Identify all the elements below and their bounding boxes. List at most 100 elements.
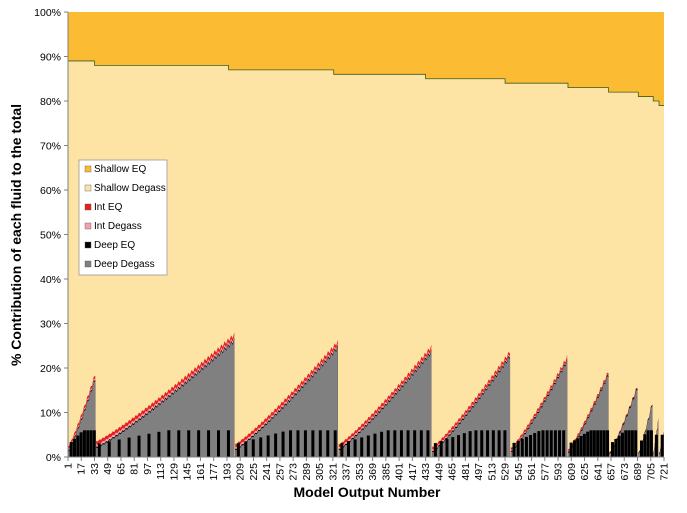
deep-eq-mark bbox=[346, 441, 350, 457]
deep-eq-mark bbox=[529, 435, 533, 457]
plot-area bbox=[67, 12, 664, 458]
deep-eq-mark bbox=[611, 442, 615, 457]
deep-eq-mark bbox=[520, 438, 524, 457]
deep-eq-mark bbox=[599, 430, 603, 457]
deep-eq-mark bbox=[660, 434, 664, 457]
deep-eq-mark bbox=[236, 443, 240, 457]
deep-eq-mark bbox=[393, 430, 397, 457]
x-tick-label: 337 bbox=[341, 463, 353, 481]
deep-eq-mark bbox=[439, 441, 443, 457]
deep-eq-mark bbox=[340, 443, 344, 457]
x-tick-label: 305 bbox=[314, 463, 326, 481]
deep-eq-mark bbox=[197, 430, 201, 457]
deep-eq-mark bbox=[380, 431, 384, 457]
y-axis-title: % Contribution of each fluid to the tota… bbox=[8, 104, 24, 366]
deep-eq-mark bbox=[462, 433, 466, 457]
deep-eq-mark bbox=[480, 430, 484, 457]
deep-eq-mark bbox=[576, 438, 580, 457]
deep-eq-mark bbox=[333, 430, 337, 457]
deep-eq-mark bbox=[614, 438, 618, 457]
x-tick-label: 385 bbox=[380, 463, 392, 481]
deep-eq-mark bbox=[373, 433, 377, 457]
deep-eq-mark bbox=[259, 437, 263, 457]
legend-entry: Shallow EQ bbox=[94, 164, 146, 175]
x-tick-label: 593 bbox=[553, 463, 565, 481]
x-tick-label: 369 bbox=[367, 463, 379, 481]
deep-eq-mark bbox=[562, 430, 566, 457]
deep-eq-mark bbox=[445, 439, 449, 457]
x-tick-label: 321 bbox=[327, 463, 339, 481]
x-tick-label: 401 bbox=[394, 463, 406, 481]
deep-eq-mark bbox=[512, 442, 516, 457]
deep-eq-mark bbox=[226, 430, 230, 457]
deep-eq-mark bbox=[516, 440, 520, 457]
deep-eq-mark bbox=[553, 430, 557, 457]
x-tick-label: 1 bbox=[63, 463, 75, 469]
deep-eq-mark bbox=[419, 430, 423, 457]
deep-eq-mark bbox=[426, 430, 430, 457]
x-tick-label: 129 bbox=[168, 463, 180, 481]
x-tick-label: 33 bbox=[89, 463, 101, 475]
deep-eq-mark bbox=[586, 431, 590, 457]
deep-eq-mark bbox=[127, 437, 131, 457]
x-tick-label: 273 bbox=[288, 463, 300, 481]
legend-swatch bbox=[84, 222, 92, 230]
x-tick-label: 657 bbox=[606, 463, 618, 481]
y-tick-label: 100% bbox=[34, 7, 61, 19]
deep-eq-mark bbox=[589, 430, 593, 457]
x-tick-label: 513 bbox=[486, 463, 498, 481]
deep-eq-mark bbox=[92, 430, 96, 457]
y-tick-label: 80% bbox=[40, 96, 61, 108]
deep-eq-mark bbox=[386, 430, 390, 457]
legend-box bbox=[78, 159, 168, 276]
deep-eq-mark bbox=[617, 435, 621, 457]
x-tick-label: 289 bbox=[301, 463, 313, 481]
x-tick-label: 113 bbox=[155, 463, 167, 480]
x-tick-label: 625 bbox=[579, 463, 591, 481]
deep-eq-mark bbox=[572, 440, 576, 457]
x-tick-label: 561 bbox=[526, 463, 538, 481]
deep-eq-mark bbox=[474, 430, 478, 457]
x-tick-label: 209 bbox=[235, 463, 247, 481]
deep-eq-mark bbox=[79, 432, 83, 457]
deep-eq-mark bbox=[620, 432, 624, 457]
x-tick-label: 577 bbox=[539, 463, 551, 481]
deep-eq-mark bbox=[97, 443, 101, 457]
y-tick-label: 40% bbox=[40, 274, 61, 286]
x-tick-label: 241 bbox=[261, 463, 273, 481]
x-tick-label: 449 bbox=[433, 463, 445, 481]
deep-eq-mark bbox=[296, 430, 300, 457]
legend-entry: Int EQ bbox=[94, 202, 123, 213]
legend-swatch bbox=[84, 165, 92, 173]
deep-eq-mark bbox=[413, 430, 417, 457]
deep-eq-mark bbox=[624, 430, 628, 457]
deep-eq-mark bbox=[399, 430, 403, 457]
deep-eq-mark bbox=[406, 430, 410, 457]
deep-eq-mark bbox=[602, 430, 606, 457]
deep-eq-mark bbox=[318, 430, 322, 457]
y-tick-label: 60% bbox=[40, 185, 61, 197]
deep-eq-mark bbox=[451, 437, 455, 457]
deep-eq-mark bbox=[281, 431, 285, 457]
legend-swatch bbox=[84, 184, 92, 192]
deep-eq-mark bbox=[353, 439, 357, 457]
x-tick-label: 465 bbox=[447, 463, 459, 481]
deep-eq-mark bbox=[72, 438, 76, 457]
deep-eq-mark bbox=[524, 436, 528, 457]
deep-eq-mark bbox=[606, 430, 610, 457]
deep-eq-mark bbox=[147, 433, 151, 457]
deep-eq-mark bbox=[360, 437, 364, 457]
x-tick-label: 161 bbox=[195, 463, 207, 481]
x-tick-label: 529 bbox=[500, 463, 512, 481]
deep-eq-mark bbox=[558, 430, 562, 457]
deep-eq-mark bbox=[69, 442, 73, 457]
x-tick-label: 417 bbox=[407, 463, 419, 481]
x-tick-label: 97 bbox=[142, 463, 154, 475]
deep-eq-mark bbox=[107, 441, 111, 457]
deep-eq-mark bbox=[274, 433, 278, 457]
series-deep-degass-cycle bbox=[432, 357, 511, 457]
x-tick-label: 481 bbox=[460, 463, 472, 481]
legend-swatch bbox=[84, 241, 92, 249]
deep-eq-mark bbox=[639, 440, 643, 457]
deep-eq-mark bbox=[654, 434, 658, 457]
